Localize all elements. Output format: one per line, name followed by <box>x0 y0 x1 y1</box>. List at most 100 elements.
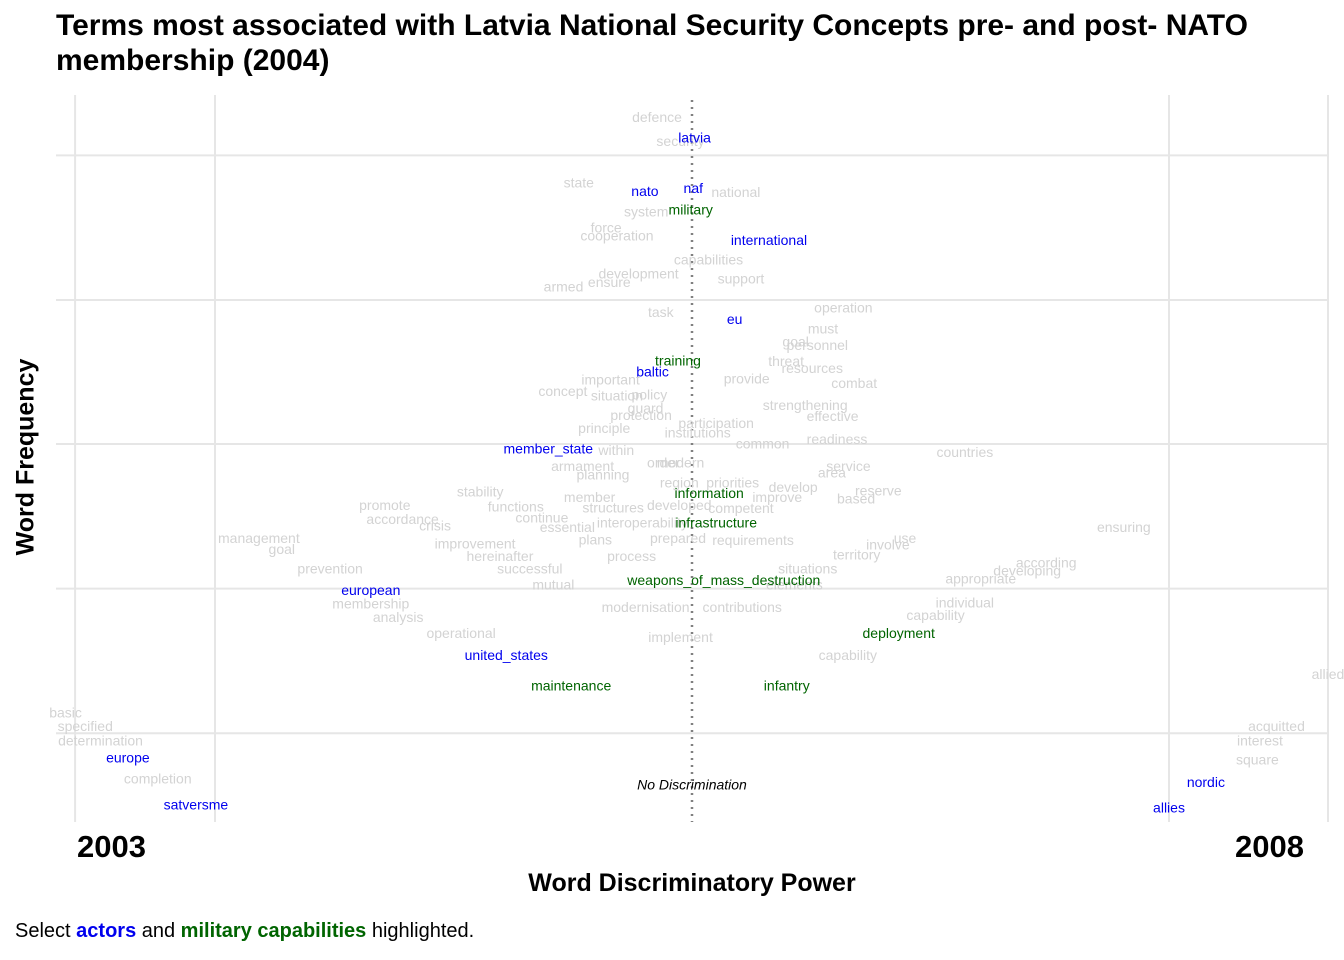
term-other: member <box>564 489 616 505</box>
term-other: readiness <box>807 431 868 447</box>
term-actor: satversme <box>164 797 229 813</box>
term-other: provide <box>724 371 770 387</box>
term-other: armed <box>544 278 584 294</box>
term-other: capability <box>819 647 877 663</box>
term-other: continue <box>515 510 568 526</box>
term-other: structures <box>582 499 643 515</box>
term-other: process <box>607 548 656 564</box>
term-other: region <box>660 475 699 491</box>
term-other: resources <box>781 360 842 376</box>
term-other: important <box>581 371 639 387</box>
term-actor: international <box>731 232 807 248</box>
term-other: modern <box>657 454 704 470</box>
term-actor: latvia <box>678 129 711 145</box>
term-military: infantry <box>764 677 810 693</box>
x-pole-right-label: 2008 <box>1235 829 1304 864</box>
term-other: security <box>656 133 704 149</box>
term-other: development <box>598 265 678 281</box>
term-other: stability <box>457 483 504 499</box>
term-other: armament <box>551 458 614 474</box>
term-other: develop <box>769 479 818 495</box>
term-other: personnel <box>787 337 849 353</box>
term-actor: allies <box>1153 800 1185 816</box>
term-other: force <box>591 219 622 235</box>
term-other: promote <box>359 497 411 513</box>
term-other: cooperation <box>580 227 653 243</box>
term-other: capability <box>906 607 964 623</box>
term-other: guard <box>628 400 664 416</box>
term-actor: eu <box>727 311 743 327</box>
term-other: requirements <box>712 532 794 548</box>
term-other: goal <box>269 541 295 557</box>
chart-title: Terms most associated with Latvia Nation… <box>56 9 1248 77</box>
term-other: policy <box>631 387 667 403</box>
x-axis-label: Word Discriminatory Power <box>528 869 856 897</box>
term-other: involve <box>866 536 910 552</box>
caption-suffix: highlighted. <box>366 920 475 942</box>
term-labels: defencesecuritystatenationalsystemforcec… <box>49 109 1344 816</box>
term-other: plans <box>579 531 612 547</box>
term-other: analysis <box>373 609 424 625</box>
term-actor: nato <box>631 183 658 199</box>
term-other: threat <box>768 353 804 369</box>
caption-military: military capabilities <box>180 920 367 942</box>
term-other: institutions <box>665 424 731 440</box>
term-military: weapons_of_mass_destruction <box>626 572 820 588</box>
term-other: support <box>718 270 765 286</box>
term-other: system <box>624 203 668 219</box>
term-other: improve <box>752 489 802 505</box>
term-military: information <box>675 485 744 501</box>
term-other: capabilities <box>674 251 743 267</box>
term-other: management <box>218 530 300 546</box>
term-other: within <box>597 442 634 458</box>
caption-middle: and <box>136 920 181 942</box>
term-other: interest <box>1237 733 1283 749</box>
term-other: developing <box>993 563 1061 579</box>
term-actor: european <box>341 582 400 598</box>
term-other: prepared <box>650 530 706 546</box>
term-other: square <box>1236 752 1279 768</box>
term-other: contributions <box>703 599 782 615</box>
term-other: situations <box>778 560 837 576</box>
term-other: territory <box>833 547 880 563</box>
term-other: effective <box>807 408 859 424</box>
term-other: countries <box>936 444 993 460</box>
term-other: area <box>818 464 846 480</box>
term-other: concept <box>538 383 587 399</box>
term-other: competent <box>708 500 773 516</box>
term-actor: member_state <box>504 440 594 456</box>
term-other: mutual <box>532 576 574 592</box>
term-military: infrastructure <box>675 515 757 531</box>
term-other: accordance <box>366 511 439 527</box>
term-military: military <box>669 201 713 217</box>
y-axis-label: Word Frequency <box>11 358 40 556</box>
term-other: ensuring <box>1097 519 1151 535</box>
term-other: hereinafter <box>466 548 533 564</box>
term-other: operation <box>814 299 872 315</box>
term-other: basic <box>49 704 82 720</box>
term-other: combat <box>831 375 877 391</box>
term-actor: europe <box>106 749 150 765</box>
term-other: acquitted <box>1248 718 1305 734</box>
term-other: participation <box>678 415 754 431</box>
term-other: appropriate <box>945 571 1016 587</box>
term-military: maintenance <box>531 677 611 693</box>
term-other: crisis <box>419 518 451 534</box>
term-other: elements <box>766 576 823 592</box>
term-other: national <box>711 184 760 200</box>
term-other: reserve <box>855 483 902 499</box>
term-other: implement <box>648 629 713 645</box>
term-other: improvement <box>435 536 516 552</box>
term-other: operational <box>426 625 495 641</box>
term-other: essential <box>540 519 595 535</box>
x-pole-left-label: 2003 <box>77 829 146 864</box>
term-other: protection <box>610 407 671 423</box>
term-other: individual <box>936 595 994 611</box>
term-other: order <box>647 454 680 470</box>
term-other: situation <box>591 387 643 403</box>
caption: Select actors and military capabilities … <box>15 920 474 943</box>
term-other: interoperability <box>597 515 688 531</box>
term-other: use <box>894 530 917 546</box>
term-other: specified <box>58 718 113 734</box>
